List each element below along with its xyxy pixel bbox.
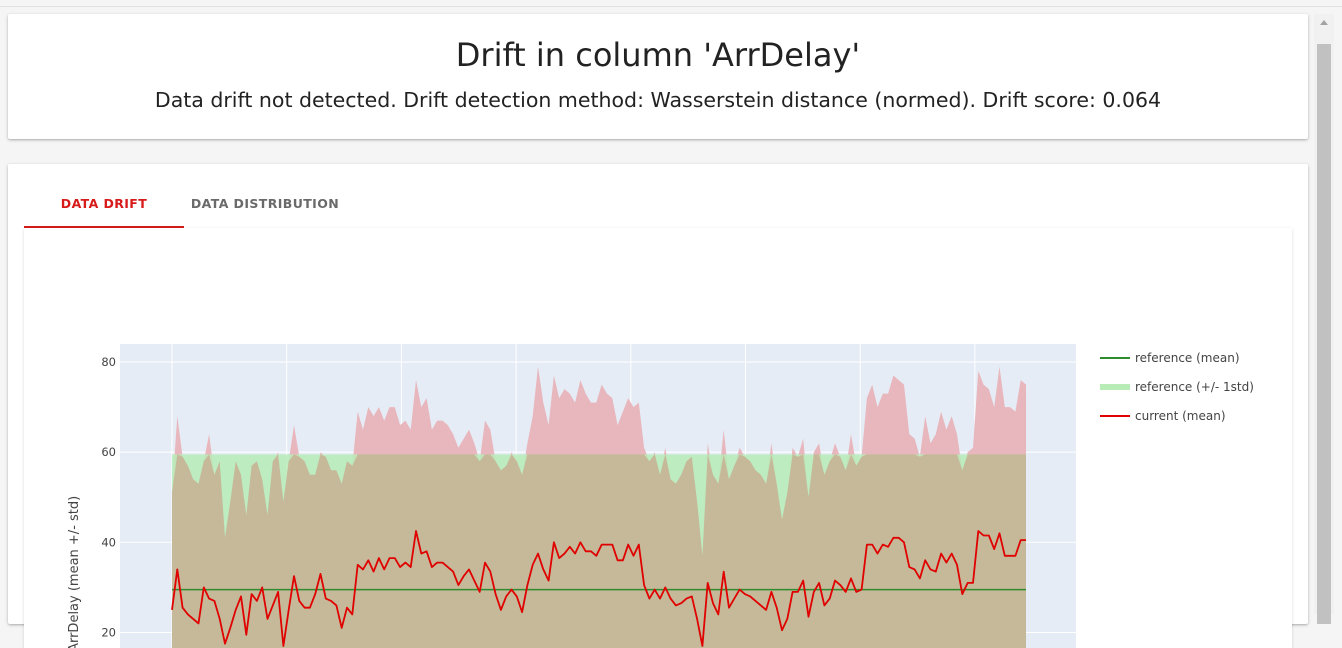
page-title: Drift in column 'ArrDelay' [8, 36, 1308, 74]
window-top-border [0, 6, 1342, 7]
legend-reference-band-swatch [1100, 384, 1130, 390]
legend-current-mean[interactable]: current (mean) [1135, 409, 1226, 423]
tab-data-drift[interactable]: DATA DRIFT [24, 184, 184, 228]
y-tick-label: 60 [101, 445, 116, 459]
plot-panel: 20 40 60 80 ArrDelay (mean +/- std) reference… [24, 228, 1292, 648]
tab-data-distribution[interactable]: DATA DISTRIBUTION [184, 184, 346, 228]
scrollbar-thumb[interactable] [1317, 44, 1331, 624]
legend-reference-mean[interactable]: reference (mean) [1135, 351, 1240, 365]
y-tick-label: 80 [101, 355, 116, 369]
legend-reference-std[interactable]: reference (+/- 1std) [1135, 380, 1254, 394]
tab-bar: DATA DRIFT DATA DISTRIBUTION [24, 184, 1292, 228]
drift-summary: Data drift not detected. Drift detection… [8, 88, 1308, 112]
drift-chart[interactable]: 20 40 60 80 ArrDelay (mean +/- std) reference… [24, 228, 1292, 648]
y-axis-label: ArrDelay (mean +/- std) [67, 496, 82, 648]
header-card: Drift in column 'ArrDelay' Data drift no… [8, 14, 1308, 139]
scroll-up-arrow-icon[interactable] [1320, 20, 1328, 25]
y-tick-label: 40 [101, 535, 116, 549]
y-tick-label: 20 [101, 625, 116, 639]
vertical-scrollbar[interactable] [1314, 14, 1334, 614]
